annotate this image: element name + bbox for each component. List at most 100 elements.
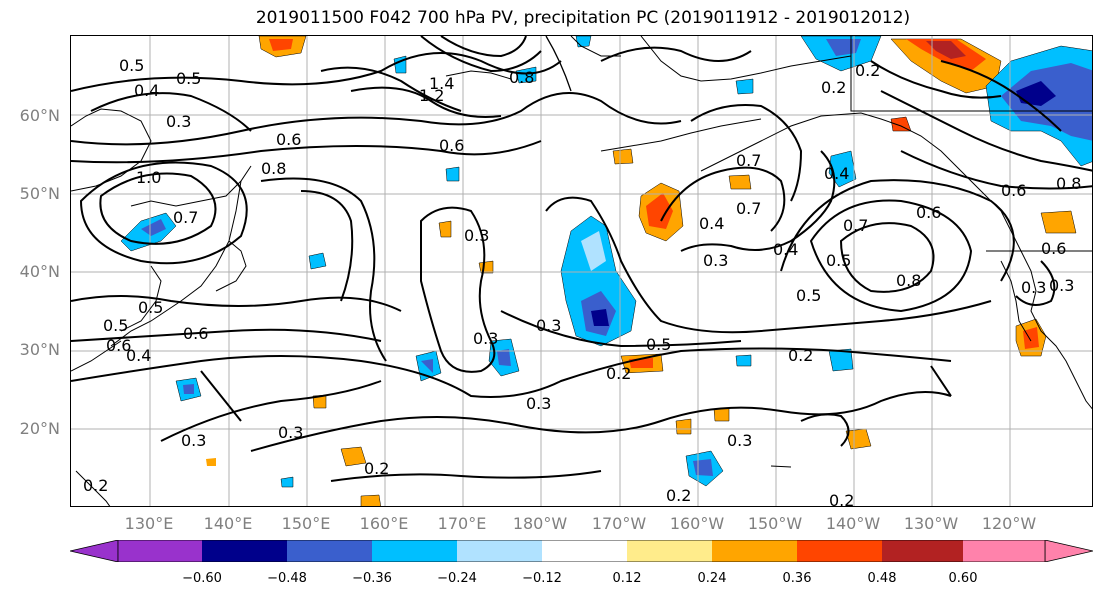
precip-negative-area	[1016, 81, 1056, 106]
map-title: 2019011500 F042 700 hPa PV, precipitatio…	[255, 8, 911, 28]
contour-label: 0.3	[526, 394, 551, 413]
precip-negative-area	[280, 476, 294, 488]
lon-label-130w: 130°W	[903, 514, 959, 533]
precip-negative-area	[735, 78, 754, 95]
precip-negative-area	[393, 55, 407, 74]
contour-label: 0.6	[916, 203, 941, 222]
colorbar-tick: −0.60	[182, 571, 222, 586]
lon-label-140e: 140°E	[203, 514, 253, 533]
contour-label: 0.7	[173, 208, 198, 227]
contour-label: 0.8	[896, 271, 921, 290]
contour-label: 0.6	[1001, 181, 1026, 200]
contour-label: 0.3	[473, 329, 498, 348]
contour-label-group: 0.5 0.5 0.4 0.3 1.4 1.2 0.8 0.6 0.6 0.8 …	[83, 56, 1081, 506]
contour-label: 0.2	[666, 486, 691, 505]
lat-label-30n: 30°N	[19, 340, 60, 359]
colorbar-tick: −0.48	[267, 571, 307, 586]
precip-positive-area	[206, 458, 216, 466]
graticule	[71, 36, 1092, 506]
colorbar-segment	[287, 540, 372, 562]
lon-label-160e: 160°E	[359, 514, 409, 533]
precip-positive-area	[845, 428, 872, 450]
colorbar-graphic	[70, 540, 1093, 562]
colorbar-tick: −0.24	[437, 571, 477, 586]
contour-label: 0.2	[855, 61, 880, 80]
contour-label: 0.2	[83, 476, 108, 495]
contour-label: 0.6	[183, 324, 208, 343]
contour-label: 0.5	[103, 316, 128, 335]
contour-label: 0.5	[176, 69, 201, 88]
colorbar-segment	[118, 540, 202, 562]
precip-negative-area	[693, 459, 713, 476]
contour-label: 0.4	[126, 346, 151, 365]
precip-negative-area	[445, 166, 460, 182]
contour-label: 0.2	[606, 364, 631, 383]
colorbar-segment	[627, 540, 712, 562]
colorbar-tick: 0.48	[867, 571, 897, 586]
lat-label-50n: 50°N	[19, 184, 60, 203]
precip-anomaly-shading	[120, 36, 1092, 506]
precip-negative-area	[141, 219, 166, 236]
contour-label: 0.8	[509, 68, 534, 87]
precip-positive-area	[269, 39, 293, 51]
lat-label-40n: 40°N	[19, 262, 60, 281]
contour-label: 0.6	[439, 136, 464, 155]
colorbar	[70, 540, 1093, 562]
precip-negative-area	[308, 252, 327, 270]
colorbar-segment	[797, 540, 882, 562]
contour-label: 0.4	[134, 81, 159, 100]
precip-negative-area	[560, 215, 637, 347]
precip-negative-area	[515, 66, 537, 84]
precip-positive-area	[926, 41, 966, 59]
colorbar-extend-high	[1044, 540, 1093, 562]
contour-label: 0.8	[1056, 174, 1081, 193]
precip-negative-area	[735, 354, 752, 367]
colorbar-segment	[542, 540, 627, 562]
contour-label: 0.4	[824, 164, 849, 183]
lon-label-180w: 180°W	[512, 514, 568, 533]
precip-positive-area	[438, 220, 452, 238]
contour-label: 0.5	[646, 335, 671, 354]
colorbar-tick: 0.12	[612, 571, 642, 586]
contour-label: 0.2	[364, 459, 389, 478]
pv-contours	[71, 36, 1092, 482]
contour-label: 1.2	[419, 86, 444, 105]
contour-label: 0.3	[464, 226, 489, 245]
contour-label: 0.3	[536, 316, 561, 335]
precip-negative-area	[497, 349, 511, 366]
colorbar-segment	[202, 540, 287, 562]
colorbar-segment	[372, 540, 457, 562]
contour-label: 0.5	[138, 298, 163, 317]
precip-positive-area	[713, 407, 730, 422]
contour-label: 0.5	[796, 286, 821, 305]
contour-label: 0.4	[773, 240, 798, 259]
precip-positive-area	[1023, 327, 1039, 349]
colorbar-segment	[963, 540, 1045, 562]
contour-label: 0.4	[699, 214, 724, 233]
contour-label: 0.7	[843, 216, 868, 235]
contour-label: 0.3	[181, 431, 206, 450]
contour-label: 0.7	[736, 151, 761, 170]
precip-positive-area	[340, 446, 367, 467]
lon-label-170e: 170°E	[437, 514, 487, 533]
colorbar-tick: 0.60	[948, 571, 978, 586]
contour-label: 0.6	[1041, 239, 1066, 258]
colorbar-tick: −0.36	[352, 571, 392, 586]
contour-label: 0.6	[106, 336, 131, 355]
lat-label-20n: 20°N	[19, 419, 60, 438]
contour-label: 0.3	[703, 251, 728, 270]
colorbar-tick: 0.36	[782, 571, 812, 586]
precip-negative-area	[828, 348, 854, 372]
precip-negative-area	[826, 39, 861, 56]
contour-label: 0.5	[826, 251, 851, 270]
contour-label: 0.2	[788, 346, 813, 365]
contour-label: 1.4	[429, 74, 454, 93]
precip-positive-area	[478, 260, 494, 274]
contour-label: 1.0	[136, 168, 161, 187]
precip-positive-area	[646, 193, 673, 229]
precip-positive-area	[612, 148, 634, 165]
map-canvas: 0.5 0.5 0.4 0.3 1.4 1.2 0.8 0.6 0.6 0.8 …	[71, 36, 1092, 506]
lon-label-140w: 140°W	[825, 514, 881, 533]
precip-negative-area	[421, 359, 433, 373]
lon-label-150e: 150°E	[281, 514, 331, 533]
